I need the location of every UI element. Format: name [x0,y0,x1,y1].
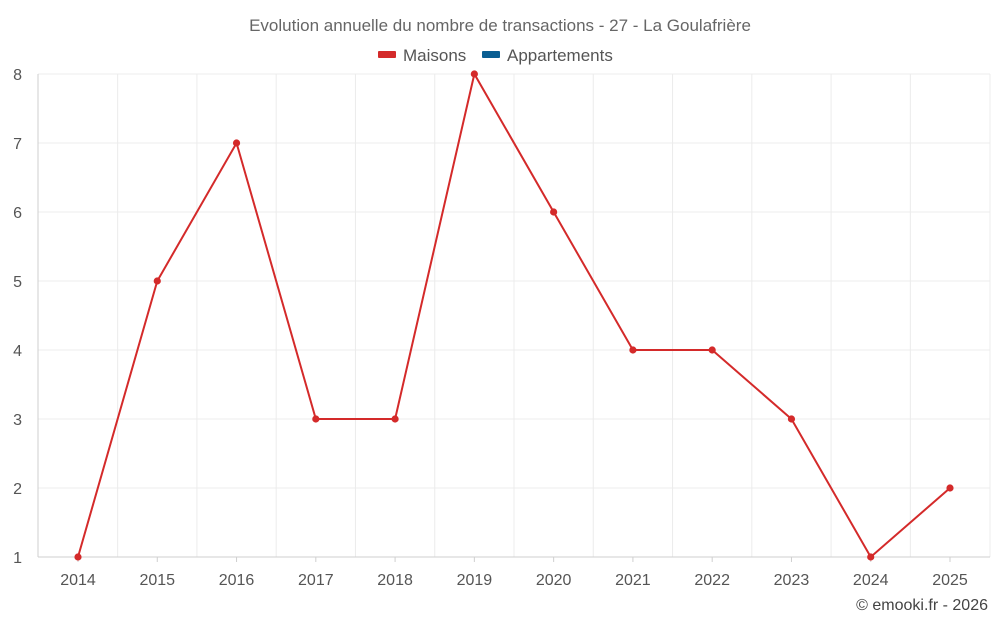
series [74,70,954,561]
x-tick-label: 2020 [536,572,572,589]
legend: Maisons Appartements [378,46,613,65]
x-tick-label: 2018 [377,572,413,589]
data-point-maisons-2016[interactable] [232,139,241,147]
data-point-maisons-2020[interactable] [550,208,558,216]
data-point-maisons-2014[interactable] [74,553,82,561]
y-tick-label: 1 [13,550,22,567]
x-tick-label: 2023 [774,572,810,589]
y-tick-label: 7 [13,136,22,153]
y-tick-label: 4 [13,343,22,360]
data-point-maisons-2025[interactable] [946,484,954,492]
data-point-maisons-2015[interactable] [153,277,161,285]
series-line-maisons [77,71,951,559]
legend-label-maisons: Maisons [403,46,466,65]
data-point-maisons-2024[interactable] [867,553,875,561]
credit-text: © emooki.fr - 2026 [856,597,988,614]
x-tick-label: 2019 [457,572,493,589]
x-tick-label: 2025 [932,572,968,589]
y-tick-label: 2 [13,481,22,498]
grid [37,73,991,558]
x-tick-label: 2021 [615,572,651,589]
x-tick-label: 2022 [694,572,730,589]
legend-label-appartements: Appartements [507,46,613,65]
y-tick-label: 5 [13,274,22,291]
legend-swatch-maisons [378,51,396,58]
axes: 1 2 3 4 5 6 7 8 2014 2015 2016 2017 2018 2019 2020 2021… [13,67,990,589]
x-tick-label: 2017 [298,572,334,589]
x-tick-label: 2016 [219,572,255,589]
data-point-maisons-2017[interactable] [312,415,320,423]
x-tick-label: 2015 [139,572,175,589]
data-point-maisons-2018[interactable] [391,415,399,423]
y-tick-label: 3 [13,412,22,429]
legend-swatch-appartements [482,51,500,58]
legend-item-maisons[interactable]: Maisons [378,46,466,65]
data-point-maisons-2022[interactable] [708,346,716,354]
chart-title: Evolution annuelle du nombre de transact… [249,16,751,35]
x-tick-label: 2024 [853,572,889,589]
data-point-maisons-2023[interactable] [787,415,796,423]
data-point-maisons-2021[interactable] [629,346,637,354]
y-tick-label: 8 [13,67,22,84]
y-tick-label: 6 [13,205,22,222]
legend-item-appartements[interactable]: Appartements [482,46,613,65]
data-point-maisons-2019[interactable] [470,70,478,78]
x-tick-label: 2014 [60,572,96,589]
